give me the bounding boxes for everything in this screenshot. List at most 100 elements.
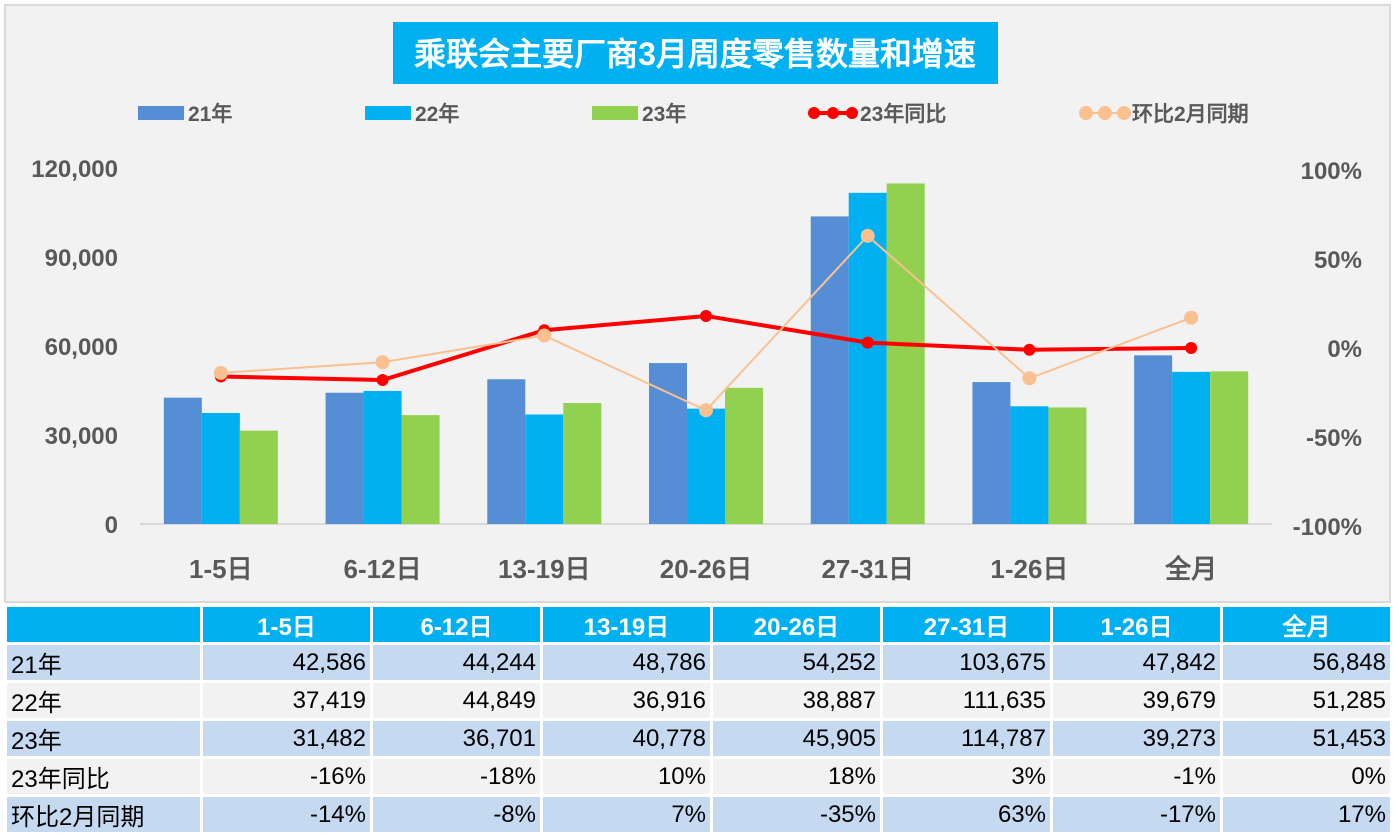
table-row: 21年 42,586 44,244 48,786 54,252 103,675 47,842… [4,642,1393,683]
bar-22年 [1010,406,1049,524]
row-label: 23年同比 [4,756,203,797]
x-tick-label: 1-5日 [189,554,253,584]
table-cell: 37,419 [200,680,373,721]
table-cell: 44,244 [370,642,543,683]
y-right-tick-label: 0% [1327,336,1362,363]
legend-marker [1079,106,1093,120]
bar-22年 [687,408,725,524]
legend-marker [827,107,839,119]
table-header-cell: 1-26日 [1050,604,1223,645]
table-cell: 51,453 [1220,718,1393,759]
y-right-tick-label: -100% [1293,514,1362,541]
y-left-tick-label: 0 [105,512,118,539]
table-cell: 3% [880,756,1053,797]
table-cell: 31,482 [200,718,373,759]
y-left-tick-label: 60,000 [45,334,118,361]
table-row: 22年 37,419 44,849 36,916 38,887 111,635 39,679… [4,680,1393,721]
point-环比2月同期 [1022,371,1037,386]
legend-label: 22年 [415,102,459,126]
x-tick-label: 20-26日 [660,554,753,584]
y-left-tick-label: 30,000 [45,423,118,450]
chart-title: 乘联会主要厂商3月周度零售数量和增速 [414,36,976,72]
table-cell: 40,778 [540,718,713,759]
legend-swatch [592,106,638,120]
table-cell: 51,285 [1220,680,1393,721]
bar-23年 [401,415,440,524]
table-cell: 39,273 [1050,718,1223,759]
y-right-tick-label: 50% [1314,247,1362,274]
y-left-tick-label: 120,000 [31,156,118,183]
table-header-cell: 20-26日 [710,604,883,645]
table-cell: 0% [1220,756,1393,797]
table-cell: -17% [1050,794,1223,835]
table-row: 23年 31,482 36,701 40,778 45,905 114,787 39,273… [4,718,1393,759]
table-cell: -14% [200,794,373,835]
bar-21年 [972,382,1011,524]
table-cell: 111,635 [880,680,1053,721]
bar-23年 [1048,407,1087,524]
table-cell: 36,701 [370,718,543,759]
point-环比2月同期 [375,355,390,370]
table-cell: 103,675 [880,642,1053,683]
bars [163,183,1249,524]
table-cell: -35% [710,794,883,835]
bar-21年 [1134,355,1173,524]
bar-23年 [1210,371,1249,524]
table-cell: 63% [880,794,1053,835]
table-cell: 56,848 [1220,642,1393,683]
table-cell: 45,905 [710,718,883,759]
x-tick-label: 27-31日 [821,554,914,584]
y-left-tick-label: 90,000 [45,245,118,272]
bar-22年 [201,412,240,524]
table-cell: -1% [1050,756,1223,797]
legend-swatch [365,106,411,120]
table-cell: 48,786 [540,642,713,683]
legend-marker [808,107,820,119]
table-row: 环比2月同期 -14% -8% 7% -35% 63% -17% 17% [4,794,1393,835]
x-tick-label: 6-12日 [344,554,422,584]
row-label: 环比2月同期 [4,794,203,835]
bar-21年 [163,397,202,524]
legend: 21年 22年 23年 23年同比 环比2月同期 [138,102,1249,126]
legend-swatch [138,106,184,120]
bar-21年 [649,363,687,524]
x-tick-label: 全月 [1164,554,1217,584]
table-cell: 54,252 [710,642,883,683]
table-cell: 36,916 [540,680,713,721]
data-table: 1-5日 6-12日 13-19日 20-26日 27-31日 1-26日 全月 21年 42,… [4,604,1393,835]
x-tick-label: 13-19日 [498,554,591,584]
table-cell: 47,842 [1050,642,1223,683]
bar-23年 [563,403,602,524]
legend-marker [846,107,858,119]
legend-label: 21年 [188,102,232,126]
legend-marker [1098,106,1112,120]
table-cell: 17% [1220,794,1393,835]
point-23年同比 [861,336,874,349]
bar-23年 [239,430,278,524]
bar-23年 [725,387,763,524]
point-23年同比 [1023,343,1036,356]
table-cell: 42,586 [200,642,373,683]
point-环比2月同期 [860,228,875,243]
table-row: 23年同比 -16% -18% 10% 18% 3% -1% 0% [4,756,1393,797]
row-label: 22年 [4,680,203,721]
table-cell: 18% [710,756,883,797]
row-label: 23年 [4,718,203,759]
point-环比2月同期 [537,328,552,343]
y-right-tick-label: 100% [1301,158,1362,185]
table-cell: -16% [200,756,373,797]
chart-title-box [393,22,998,84]
table-cell: 7% [540,794,713,835]
chart: 乘联会主要厂商3月周度零售数量和增速 21年 22年 23年 23年同比 环比2月同期 … [4,4,1391,603]
table-header-cell: 6-12日 [370,604,543,645]
table-header-cell: 全月 [1220,604,1393,645]
legend-label: 23年 [642,102,686,126]
lines [213,228,1199,418]
table-cell: -18% [370,756,543,797]
point-环比2月同期 [1184,310,1199,325]
x-tick-label: 1-26日 [990,554,1068,584]
table-header-cell: 13-19日 [540,604,713,645]
table-cell: 10% [540,756,713,797]
point-环比2月同期 [213,365,228,380]
bar-21年 [810,216,849,524]
